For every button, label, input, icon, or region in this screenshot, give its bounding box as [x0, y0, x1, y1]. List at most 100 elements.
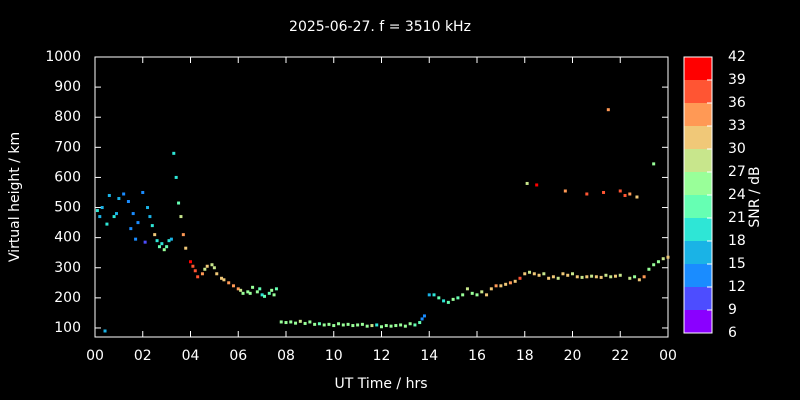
- x-tick-label: 08: [277, 348, 295, 364]
- data-point: [212, 266, 216, 270]
- data-point: [628, 192, 632, 196]
- colorbar-tick-label: 36: [728, 95, 746, 111]
- x-tick-label: 18: [516, 348, 534, 364]
- data-point: [155, 239, 159, 243]
- colorbar-band: [684, 218, 712, 241]
- data-point: [418, 321, 422, 325]
- data-point: [635, 195, 639, 199]
- data-point: [205, 264, 209, 268]
- y-tick-label: 1000: [45, 49, 81, 65]
- data-point: [365, 324, 369, 328]
- data-point: [162, 248, 166, 252]
- data-point: [508, 281, 512, 285]
- data-point: [408, 322, 412, 326]
- data-point: [196, 275, 200, 279]
- colorbar-tick-label: 6: [728, 325, 737, 341]
- x-tick-label: 16: [468, 348, 486, 364]
- data-point: [274, 287, 278, 291]
- data-point: [107, 193, 111, 197]
- data-point: [380, 325, 383, 329]
- x-tick-label: 02: [134, 348, 152, 364]
- data-point: [403, 324, 407, 328]
- data-point: [167, 239, 171, 243]
- data-point: [313, 322, 317, 326]
- data-point: [642, 275, 646, 279]
- colorbar-tick-label: 39: [728, 72, 746, 88]
- colorbar-tick-label: 12: [728, 279, 746, 295]
- data-point: [494, 284, 498, 288]
- data-point: [248, 291, 252, 295]
- data-point: [220, 276, 224, 280]
- y-tick-label: 400: [54, 230, 81, 246]
- data-point: [150, 224, 154, 228]
- data-point: [661, 257, 665, 261]
- data-point: [267, 291, 271, 295]
- data-point: [590, 274, 594, 278]
- data-point: [356, 323, 360, 327]
- data-point: [480, 290, 484, 294]
- data-point: [346, 322, 350, 326]
- colorbar-band: [684, 172, 712, 195]
- y-tick-label: 100: [54, 320, 81, 336]
- data-point: [647, 267, 651, 271]
- colorbar-band: [684, 310, 712, 333]
- data-point: [189, 260, 192, 264]
- data-point: [298, 319, 302, 323]
- data-point: [263, 294, 267, 298]
- data-point: [528, 270, 532, 274]
- data-point: [227, 281, 231, 285]
- colorbar-tick-label: 27: [728, 164, 746, 180]
- data-point: [563, 189, 567, 193]
- data-point: [456, 296, 460, 300]
- colorbar-band: [684, 149, 712, 172]
- x-tick-label: 04: [182, 348, 200, 364]
- plot-frame: [94, 56, 669, 338]
- data-point: [126, 200, 130, 204]
- data-point: [260, 293, 264, 297]
- data-point: [451, 297, 455, 301]
- data-point: [604, 273, 608, 277]
- data-point: [181, 233, 185, 237]
- data-point: [585, 192, 589, 196]
- data-point: [337, 322, 341, 326]
- data-point: [470, 291, 474, 295]
- colorbar-tick-label: 21: [728, 210, 746, 226]
- x-tick-label: 10: [325, 348, 343, 364]
- data-point: [193, 269, 197, 273]
- data-point: [143, 240, 147, 244]
- data-point: [652, 263, 656, 267]
- colorbar-tick-label: 15: [728, 256, 746, 272]
- data-point: [153, 233, 157, 237]
- data-point: [599, 275, 603, 279]
- data-point: [602, 190, 606, 194]
- y-axis-label: Virtual height / km: [7, 132, 23, 262]
- data-point: [628, 276, 632, 280]
- x-tick-label: 12: [373, 348, 391, 364]
- data-point: [322, 323, 326, 327]
- colorbar-tick-label: 9: [728, 302, 737, 318]
- data-point: [637, 278, 641, 282]
- colorbar-band: [684, 241, 712, 264]
- data-point: [284, 321, 288, 325]
- data-point: [172, 151, 176, 155]
- data-point: [633, 275, 637, 279]
- data-point: [136, 221, 140, 225]
- data-point: [666, 255, 670, 259]
- colorbar-label: SNR / dB: [747, 166, 763, 227]
- data-point: [270, 288, 274, 292]
- x-tick-label: 22: [611, 348, 629, 364]
- x-tick-label: 00: [659, 348, 677, 364]
- data-point: [203, 267, 207, 271]
- colorbar-band: [684, 195, 712, 218]
- data-point: [561, 272, 565, 276]
- data-point: [105, 222, 109, 226]
- data-point: [148, 215, 152, 219]
- data-point: [100, 206, 104, 210]
- data-point: [523, 272, 527, 276]
- data-point: [422, 314, 426, 318]
- data-point: [122, 192, 126, 196]
- x-axis-label: UT Time / hrs: [334, 376, 427, 392]
- data-point: [442, 299, 446, 303]
- data-point: [575, 275, 579, 279]
